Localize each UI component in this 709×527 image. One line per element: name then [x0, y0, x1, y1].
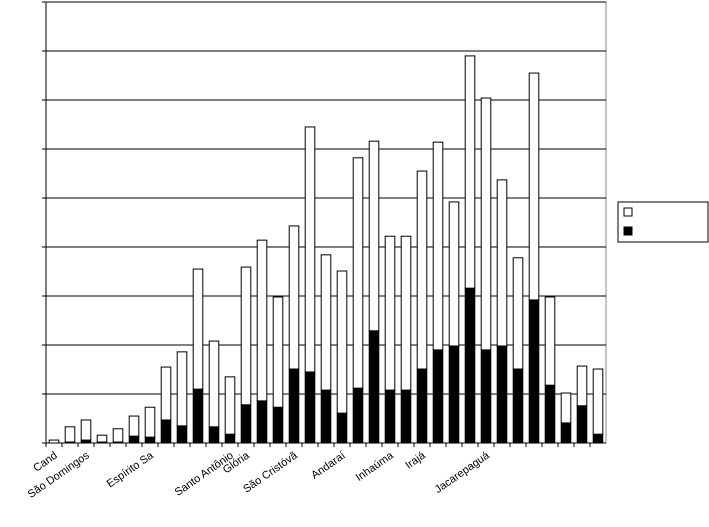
bar-segment	[464, 287, 476, 444]
legend-swatch	[623, 207, 633, 217]
bar-segment	[336, 270, 348, 414]
bar-segment	[576, 405, 588, 444]
bar-segment	[48, 439, 60, 444]
bar-segment	[560, 392, 572, 424]
bar-segment	[512, 257, 524, 370]
bar-segment	[320, 389, 332, 444]
bar-segment	[224, 376, 236, 435]
bar-segment	[224, 433, 236, 444]
bar-segment	[464, 55, 476, 289]
bar-segment	[256, 239, 268, 402]
bar-segment	[112, 428, 124, 443]
bar-segment	[128, 435, 140, 444]
bar-segment	[240, 404, 252, 444]
bar-segment	[352, 387, 364, 444]
x-tick-label: Andaraí	[309, 450, 347, 482]
x-tick-label: Espírito Sa	[105, 449, 157, 490]
bar-segment	[576, 365, 588, 407]
x-tick-label: Jacarepaguá	[433, 449, 493, 496]
bar-segment	[480, 349, 492, 444]
bar-segment	[496, 345, 508, 444]
bar-segment	[352, 157, 364, 389]
bar-segment	[480, 97, 492, 351]
bar-segment	[512, 368, 524, 444]
x-tick-label: Irajá	[403, 449, 428, 472]
bar-segment	[416, 170, 428, 370]
bar-segment	[240, 266, 252, 406]
bar-segment	[64, 426, 76, 443]
bar-segment	[400, 389, 412, 444]
bar-segment	[208, 340, 220, 428]
bar-segment	[560, 422, 572, 444]
bar-segment	[128, 415, 140, 437]
bar-segment	[80, 419, 92, 441]
x-tick-label: São Cristóvã	[241, 449, 300, 495]
bar-segment	[144, 406, 156, 438]
bar-segment	[592, 433, 604, 444]
bar-segment	[528, 72, 540, 301]
bar-segment	[272, 296, 284, 408]
bar-segment	[544, 384, 556, 444]
bar-segment	[384, 235, 396, 391]
bar-segment	[432, 349, 444, 444]
bar-segment	[208, 426, 220, 444]
bar-segment	[304, 371, 316, 444]
bar-segment	[448, 201, 460, 347]
bar-segment	[176, 351, 188, 427]
bar-segment	[336, 412, 348, 444]
x-tick-label: Inhaúma	[354, 449, 397, 484]
bar-segment	[528, 299, 540, 444]
bar-segment	[416, 368, 428, 444]
legend-swatch	[623, 226, 633, 236]
bar-segment	[368, 140, 380, 332]
bar-segment	[192, 268, 204, 390]
bar-segment	[160, 419, 172, 444]
bar-segment	[304, 126, 316, 373]
bar-segment	[272, 406, 284, 444]
bar-segment	[368, 330, 380, 444]
bar-segment	[496, 179, 508, 347]
bar-segment	[144, 436, 156, 444]
bar-segment	[288, 225, 300, 370]
bar-segment	[448, 345, 460, 444]
bar-segment	[288, 368, 300, 444]
bar-segment	[544, 296, 556, 386]
bar-segment	[176, 425, 188, 444]
bar-segment	[432, 141, 444, 351]
bar-segment	[400, 235, 412, 391]
x-tick-label: São Domingos	[26, 449, 92, 501]
bar-segment	[320, 254, 332, 391]
bar-segment	[160, 366, 172, 421]
bar-segment	[384, 389, 396, 444]
bar-segment	[192, 388, 204, 444]
bar-segment	[256, 400, 268, 444]
bar-segment	[592, 368, 604, 435]
bar-segment	[96, 434, 108, 443]
legend-box	[617, 201, 709, 243]
